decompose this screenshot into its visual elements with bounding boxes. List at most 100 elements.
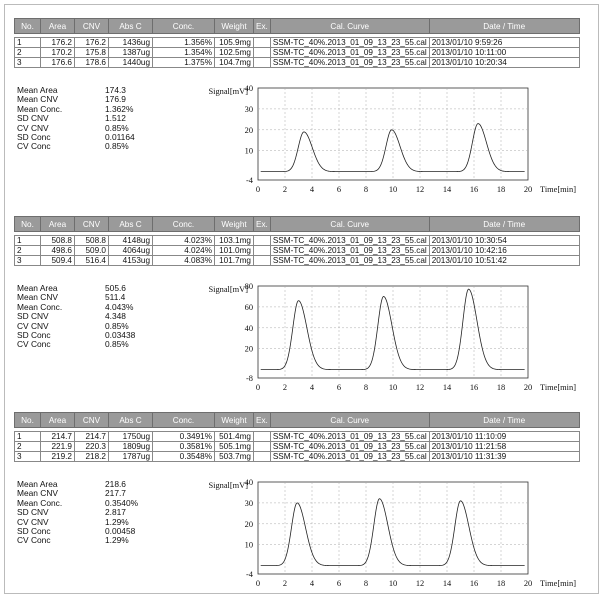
- stat-value: 1.29%: [105, 535, 129, 546]
- y-tick-label: 30: [245, 499, 253, 508]
- cell-cnv: 516.4: [74, 255, 109, 266]
- result-block: No. Area CNV Abs C Conc. Weight Ex. Cal. Curve D…: [14, 412, 596, 590]
- cell-absc: 1436ug: [108, 37, 153, 48]
- cell-area: 509.4: [40, 255, 75, 266]
- result-block: No. Area CNV Abs C Conc. Weight Ex. Cal. Curve D…: [14, 216, 596, 394]
- stat-label: CV CNV: [17, 320, 49, 331]
- y-tick-label: 60: [245, 303, 253, 312]
- cell-cnv: 176.2: [74, 37, 109, 48]
- cell-weight: 501.4mg: [214, 431, 254, 442]
- cell-absc: 1440ug: [108, 57, 153, 68]
- stat-label: Mean Area: [17, 283, 58, 293]
- stat-value: 0.03438: [105, 329, 136, 340]
- table-row: 2 221.9 220.3 1809ug 0.3581% 505.1mg SSM-TC_40…: [14, 441, 580, 452]
- x-tick-label: 2: [283, 383, 287, 392]
- stat-label: Mean Area: [17, 85, 58, 95]
- x-tick-label: 10: [389, 579, 397, 588]
- stat-value: 0.01164: [105, 131, 135, 142]
- cell-date: 2013/01/10 10:11:00: [428, 47, 580, 58]
- chromatogram-chart: 0 2 4 6 8 10 12 14 16 18 20 80 60 40 20 -8 Signal[mV] Tim…: [208, 282, 576, 392]
- stat-label: Mean Conc.: [17, 497, 63, 508]
- x-tick-label: 18: [497, 383, 505, 392]
- y-tick-label: 10: [245, 541, 253, 550]
- table-row: 3 176.6 178.6 1440ug 1.375% 104.7mg SSM-TC_40%…: [14, 57, 580, 68]
- x-tick-label: 12: [416, 185, 424, 194]
- column-header: Ex.: [253, 18, 271, 34]
- table-row: 1 214.7 214.7 1750ug 0.3491% 501.4mg SSM-TC_40…: [14, 431, 580, 442]
- cell-conc: 4.083%: [152, 255, 215, 266]
- x-tick-label: 12: [416, 383, 424, 392]
- column-header: Conc.: [152, 412, 215, 428]
- cell-cnv: 178.6: [74, 57, 109, 68]
- table-row: 2 498.6 509.0 4064ug 4.024% 101.0mg SSM-TC_40%…: [14, 245, 580, 256]
- y-tick-label: 20: [245, 520, 253, 529]
- y-tick-label: 40: [245, 84, 253, 93]
- column-header: Conc.: [152, 18, 215, 34]
- x-axis-label: Time[min]: [540, 185, 576, 194]
- stat-label: SD CNV: [17, 507, 49, 518]
- x-axis-label: Time[min]: [540, 383, 576, 392]
- x-tick-label: 0: [256, 383, 260, 392]
- x-tick-label: 20: [524, 383, 532, 392]
- x-tick-label: 4: [310, 383, 315, 392]
- cell-no: 1: [14, 37, 41, 48]
- column-header: Area: [40, 216, 75, 232]
- cell-cnv: 218.2: [74, 451, 109, 462]
- cell-area: 219.2: [40, 451, 75, 462]
- table-row: 1 508.8 508.8 4148ug 4.023% 103.1mg SSM-TC_40%…: [14, 235, 580, 246]
- table-row: 3 219.2 218.2 1787ug 0.3548% 503.7mg SSM-TC_40…: [14, 451, 580, 462]
- cell-weight: 103.1mg: [214, 235, 254, 246]
- results-table: No. Area CNV Abs C Conc. Weight Ex. Cal. Curve D…: [14, 216, 580, 266]
- x-tick-label: 14: [443, 383, 452, 392]
- table-header-row: No. Area CNV Abs C Conc. Weight Ex. Cal. Curve D…: [14, 18, 580, 34]
- x-tick-label: 16: [470, 383, 478, 392]
- cell-absc: 4064ug: [108, 245, 153, 256]
- cell-date: 2013/01/10 11:21:58: [428, 441, 580, 452]
- cell-curve: SSM-TC_40%.2013_01_09_13_23_55.cal: [269, 235, 430, 246]
- cell-absc: 1387ug: [108, 47, 153, 58]
- table-row: 2 170.2 175.8 1387ug 1.354% 102.5mg SSM-TC_40%…: [14, 47, 580, 58]
- cell-ex: [253, 255, 271, 266]
- column-header: Conc.: [152, 216, 215, 232]
- x-axis-label: Time[min]: [540, 579, 576, 588]
- column-header: Date / Time: [428, 18, 580, 34]
- stat-value: 505.6: [105, 283, 126, 293]
- stat-value: 2.817: [105, 507, 126, 518]
- signal-trace: [260, 288, 525, 371]
- cell-conc: 1.354%: [152, 47, 215, 58]
- cell-ex: [253, 235, 271, 246]
- cell-no: 3: [14, 57, 41, 68]
- column-header: Weight: [214, 216, 254, 232]
- cell-ex: [253, 441, 271, 452]
- x-tick-label: 14: [443, 185, 452, 194]
- stat-value: 0.3540%: [105, 497, 139, 508]
- cell-weight: 101.7mg: [214, 255, 254, 266]
- y-tick-label: -8: [246, 374, 253, 383]
- y-tick-label: 20: [245, 345, 253, 354]
- stat-label: SD Conc: [17, 329, 51, 340]
- y-tick-label: 40: [245, 478, 253, 487]
- y-tick-label: 10: [245, 147, 253, 156]
- cell-no: 1: [14, 431, 41, 442]
- table-header-row: No. Area CNV Abs C Conc. Weight Ex. Cal. Curve D…: [14, 216, 580, 232]
- stat-label: Mean CNV: [17, 292, 58, 303]
- stat-value: 176.9: [105, 94, 126, 105]
- cell-ex: [253, 37, 271, 48]
- cell-curve: SSM-TC_40%.2013_01_09_13_23_55.cal: [269, 47, 430, 58]
- chromatogram-chart: 0 2 4 6 8 10 12 14 16 18 20 40 30 20 10 -4 Signal[mV] Tim…: [208, 478, 576, 588]
- column-header: Cal. Curve: [269, 412, 430, 428]
- stat-value: 1.512: [105, 113, 126, 124]
- stat-label: SD Conc: [17, 131, 51, 142]
- column-header: Abs C: [108, 216, 153, 232]
- stat-label: Mean CNV: [17, 94, 58, 105]
- cell-conc: 0.3491%: [152, 431, 215, 442]
- stat-label: Mean Conc.: [17, 103, 63, 114]
- stat-label: CV CNV: [17, 122, 49, 133]
- cell-no: 2: [14, 47, 41, 58]
- x-tick-label: 16: [470, 185, 478, 194]
- cell-conc: 4.023%: [152, 235, 215, 246]
- stat-label: CV Conc: [17, 339, 51, 350]
- signal-trace: [260, 498, 525, 567]
- column-header: Abs C: [108, 412, 153, 428]
- cell-ex: [253, 245, 271, 256]
